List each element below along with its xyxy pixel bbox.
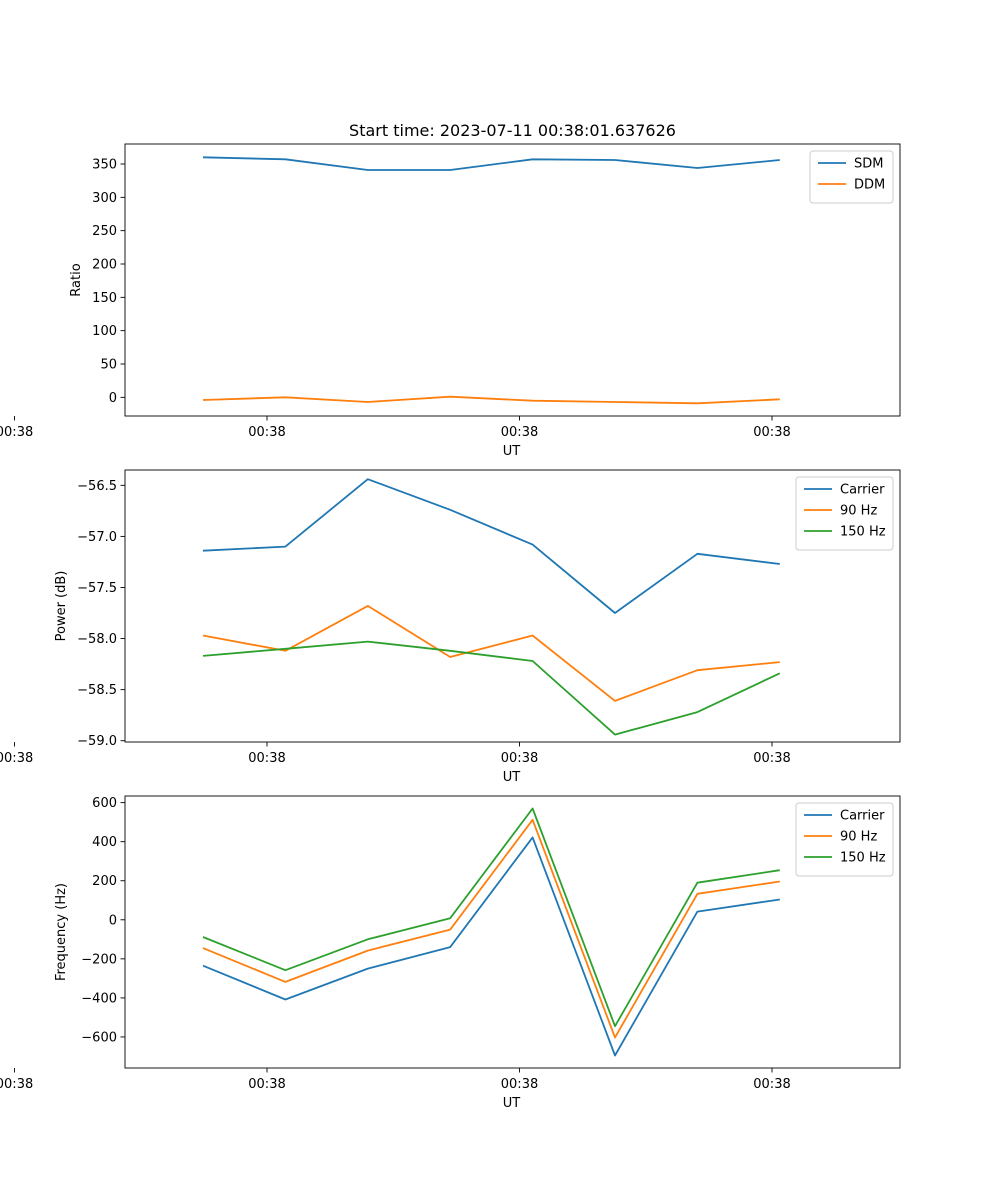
series-line-ddm	[202, 395, 780, 405]
y-tick-label: 200	[92, 258, 117, 273]
y-tick-label: 200	[92, 874, 117, 889]
x-tick-label: 00:38	[753, 751, 790, 766]
x-axis-label: UT	[503, 1096, 521, 1111]
chart-panel-2: 00:3800:3800:3800:3800:3800:3800:39−56.5…	[0, 469, 901, 785]
x-tick-label: 00:38	[753, 425, 790, 440]
chart-title: Start time: 2023-07-11 00:38:01.637626	[349, 121, 676, 140]
y-axis-label: Power (dB)	[54, 571, 69, 642]
legend-entry: DDM	[854, 178, 885, 193]
series-line-carrier	[202, 478, 780, 614]
series-line-90-hz	[202, 605, 780, 702]
y-tick-label: 600	[92, 796, 117, 811]
legend: Carrier 90 Hz 150 Hz	[795, 802, 894, 877]
legend: Carrier 90 Hz 150 Hz	[795, 476, 894, 551]
y-tick-label: 150	[92, 291, 117, 306]
y-tick-label: −400	[81, 991, 117, 1006]
legend-entry: 90 Hz	[840, 830, 877, 845]
y-tick-label: 350	[92, 158, 117, 173]
legend: SDM DDM	[809, 150, 894, 204]
series-line-carrier	[202, 836, 780, 1057]
x-tick-label: 00:38	[248, 425, 285, 440]
x-tick-label: 00:38	[248, 1077, 285, 1092]
legend-entry: Carrier	[840, 809, 885, 824]
series-line-sdm	[202, 156, 780, 171]
y-tick-label: 0	[109, 391, 117, 406]
y-tick-label: −56.5	[77, 479, 117, 494]
y-tick-label: −58.0	[77, 632, 117, 647]
y-tick-label: −58.5	[77, 683, 117, 698]
x-tick-label: 00:38	[501, 751, 538, 766]
legend-entry: 150 Hz	[840, 525, 886, 540]
x-tick-label: 00:38	[0, 425, 33, 440]
series-line-150-hz	[202, 640, 781, 736]
x-tick-label: 00:38	[0, 751, 33, 766]
y-tick-label: 250	[92, 224, 117, 239]
chart-panel-1: 00:3800:3800:3800:3800:3800:3800:3905010…	[0, 121, 901, 459]
y-tick-label: −59.0	[77, 734, 117, 749]
x-tick-label: 00:38	[501, 425, 538, 440]
legend-entry: 90 Hz	[840, 504, 877, 519]
y-tick-label: 50	[100, 358, 117, 373]
x-tick-label: 00:38	[753, 1077, 790, 1092]
legend-entry: Carrier	[840, 483, 885, 498]
x-axis-label: UT	[503, 770, 521, 785]
y-axis-label: Ratio	[69, 263, 84, 296]
y-tick-label: −57.0	[77, 530, 117, 545]
x-axis-label: UT	[503, 444, 521, 459]
series-line-90-hz	[202, 818, 780, 1039]
axes-frame	[124, 469, 901, 743]
y-axis-label: Frequency (Hz)	[54, 883, 69, 981]
axes-frame	[124, 795, 901, 1069]
legend-entry: SDM	[854, 157, 883, 172]
y-tick-label: 300	[92, 191, 117, 206]
y-tick-label: −600	[81, 1030, 117, 1045]
y-tick-label: 0	[109, 913, 117, 928]
y-tick-label: 100	[92, 324, 117, 339]
y-tick-label: −200	[81, 952, 117, 967]
axes-frame	[124, 143, 901, 417]
x-tick-label: 00:38	[0, 1077, 33, 1092]
x-tick-label: 00:38	[501, 1077, 538, 1092]
y-tick-label: 400	[92, 835, 117, 850]
legend-frame	[809, 150, 894, 204]
y-tick-label: −57.5	[77, 581, 117, 596]
series-line-150-hz	[202, 807, 780, 1028]
legend-entry: 150 Hz	[840, 851, 886, 866]
chart-panel-3: 00:3800:3800:3800:3800:3800:3800:3960040…	[0, 795, 901, 1111]
x-tick-label: 00:38	[248, 751, 285, 766]
